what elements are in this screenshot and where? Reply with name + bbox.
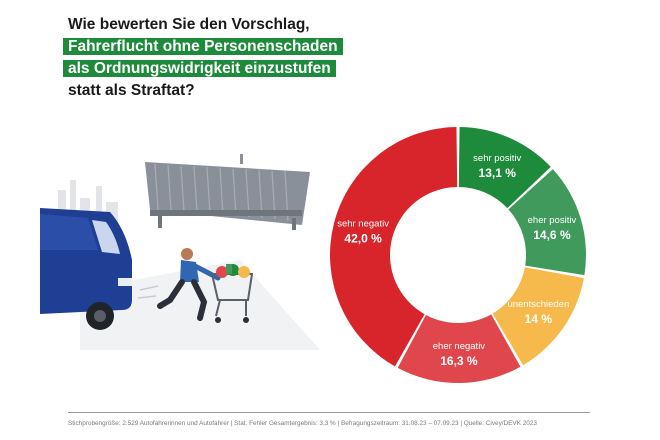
source-footnote: Stichprobengröße: 2.529 Autofahrerinnen … bbox=[68, 420, 537, 427]
hit-and-run-illustration bbox=[40, 154, 320, 350]
chart-title: Wie bewerten Sie den Vorschlag, Fahrerfl… bbox=[63, 14, 408, 102]
slice-label-eher-negativ: eher negativ bbox=[433, 341, 486, 352]
slice-value-unentschieden: 14 % bbox=[525, 312, 553, 326]
slice-value-eher-negativ: 16,3 % bbox=[440, 354, 478, 368]
slice-sehr-positiv bbox=[458, 127, 551, 209]
title-line-3-highlight: als Ordnungswidrigkeit einzustufen bbox=[63, 58, 408, 80]
slice-label-sehr-positiv: sehr positiv bbox=[473, 153, 521, 164]
slice-eher-positiv bbox=[508, 169, 586, 276]
slice-label-sehr-negativ: sehr negativ bbox=[337, 219, 389, 230]
slice-label-eher-positiv: eher positiv bbox=[528, 215, 577, 226]
van-icon bbox=[40, 208, 132, 330]
slice-label-unentschieden: unentschieden bbox=[507, 299, 569, 310]
slice-unentschieden bbox=[492, 267, 584, 366]
slice-value-sehr-positiv: 13,1 % bbox=[479, 166, 517, 180]
title-line-4: statt als Straftat? bbox=[68, 82, 195, 99]
slice-eher-negativ bbox=[397, 314, 521, 383]
person-running-icon bbox=[137, 248, 221, 321]
title-line-2-highlight: Fahrerflucht ohne Personenschaden bbox=[63, 36, 408, 58]
title-line-1: Wie bewerten Sie den Vorschlag, bbox=[68, 16, 310, 33]
building-roof-icon bbox=[145, 154, 310, 230]
slice-sehr-negativ bbox=[330, 127, 458, 367]
slice-value-sehr-negativ: 42,0 % bbox=[344, 232, 382, 246]
slice-value-eher-positiv: 14,6 % bbox=[533, 228, 571, 242]
donut-chart: sehr positiv 13,1 % eher positiv 14,6 % unen… bbox=[330, 127, 586, 383]
footer-divider bbox=[68, 412, 590, 413]
shopping-cart-icon bbox=[210, 264, 254, 323]
